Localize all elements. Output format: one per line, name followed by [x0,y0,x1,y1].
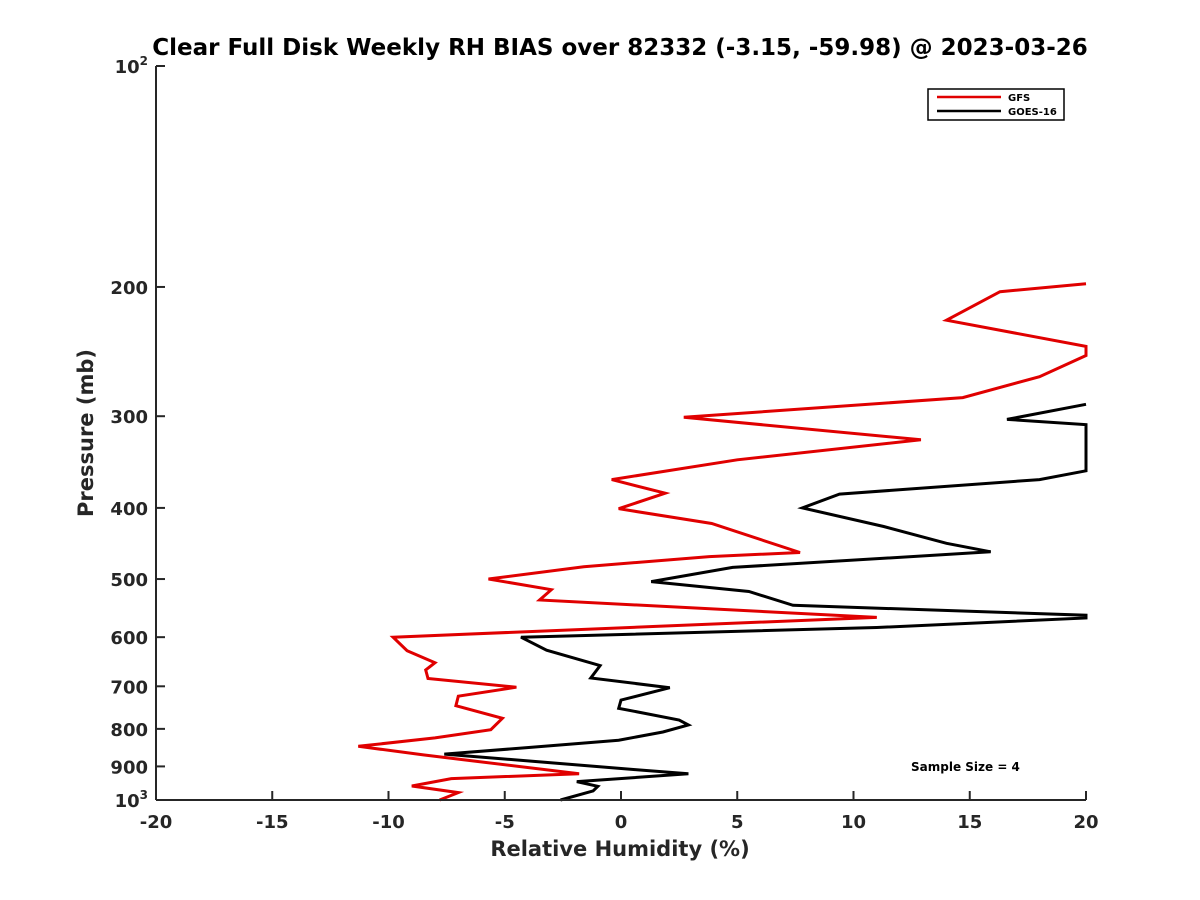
y-tick-label: 900 [110,757,148,778]
x-tick-label: 0 [615,812,628,833]
x-axis-label: Relative Humidity (%) [490,837,749,861]
y-tick-label: 102 [115,54,148,78]
series-line-goes-16 [444,402,1088,802]
y-tick-label: 400 [110,499,148,520]
x-tick-label: 5 [731,812,744,833]
series-layer [358,282,1088,802]
y-tick-label: 200 [110,278,148,299]
legend-label-gfs: GFS [1008,93,1030,104]
y-tick-label: 700 [110,677,148,698]
legend: GFS GOES-16 [927,88,1065,121]
x-tick-label: -15 [256,812,289,833]
x-tick-label: -10 [372,812,405,833]
series-line-gfs [358,282,1088,802]
legend-box [927,88,1065,121]
legend-label-goes-16: GOES-16 [1008,107,1057,118]
x-tick-label: -20 [140,812,173,833]
y-tick-label: 500 [110,570,148,591]
x-tick-label: -5 [495,812,515,833]
y-tick-label: 300 [110,407,148,428]
y-tick-label: 800 [110,720,148,741]
y-tick-label: 103 [115,788,148,812]
x-tick-label: 20 [1073,812,1098,833]
chart-title: Clear Full Disk Weekly RH BIAS over 8233… [152,35,1088,61]
x-tick-label: 10 [841,812,866,833]
y-tick-label: 600 [110,628,148,649]
tick-layer: -20 -15 -10 -5 0 5 10 15 20 102 200 300 400 500 600 700… [110,54,1098,833]
sample-size-annotation: Sample Size = 4 [911,760,1020,774]
y-axis-label: Pressure (mb) [74,349,98,517]
x-tick-label: 15 [957,812,982,833]
